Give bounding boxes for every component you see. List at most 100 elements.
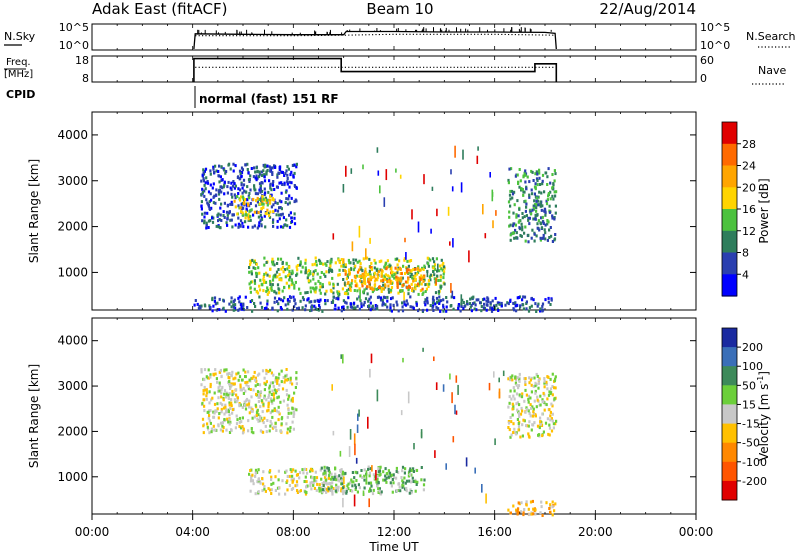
heatmap-cell: [278, 486, 281, 490]
heatmap-cell: [270, 399, 273, 403]
heatmap-cell: [228, 418, 231, 422]
heatmap-cell: [395, 476, 398, 480]
heatmap-cell: [206, 181, 210, 185]
heatmap-cell: [207, 416, 210, 420]
heatmap-cell: [243, 400, 246, 404]
heatmap-cell: [277, 171, 280, 175]
heatmap-cell: [294, 469, 297, 473]
heatmap-cell: [208, 431, 211, 435]
heatmap-cell: [260, 199, 263, 203]
heatmap-cell: [239, 388, 242, 392]
heatmap-cell: [384, 296, 387, 300]
heatmap-cell: [278, 412, 281, 416]
heatmap-cell: [203, 215, 206, 219]
heatmap-streak: [488, 382, 491, 391]
heatmap-cell: [285, 388, 288, 392]
heatmap-cell: [385, 261, 388, 265]
heatmap-cell: [260, 181, 263, 184]
heatmap-cell: [204, 167, 208, 171]
heatmap-cell: [228, 401, 231, 405]
heatmap-cell: [344, 300, 347, 304]
heatmap-cell: [356, 297, 359, 301]
heatmap-cell: [233, 382, 236, 386]
heatmap-streak: [400, 410, 403, 416]
heatmap-cell: [434, 268, 437, 271]
heatmap-cell: [547, 375, 550, 379]
heatmap-cell: [435, 305, 438, 309]
heatmap-cell: [533, 217, 537, 221]
velocity-heatmap: [200, 347, 558, 517]
heatmap-cell: [304, 291, 307, 295]
heatmap-cell: [259, 210, 262, 214]
y-tick-label: 4000: [57, 334, 88, 348]
heatmap-cell: [249, 300, 252, 304]
heatmap-cell: [283, 286, 286, 290]
heatmap-cell: [369, 295, 372, 299]
heatmap-cell: [334, 489, 337, 493]
heatmap-cell: [404, 272, 407, 275]
heatmap-cell: [291, 480, 294, 484]
heatmap-cell: [534, 414, 537, 418]
heatmap-cell: [222, 299, 225, 303]
heatmap-cell: [541, 514, 544, 517]
heatmap-cell: [259, 213, 262, 217]
heatmap-cell: [284, 470, 287, 474]
heatmap-cell: [254, 376, 257, 380]
heatmap-cell: [254, 267, 257, 270]
heatmap-cell: [250, 427, 253, 430]
heatmap-cell: [285, 169, 288, 173]
heatmap-cell: [325, 270, 328, 274]
heatmap-cell: [279, 257, 283, 261]
heatmap-streak: [451, 186, 454, 192]
velocity-colorbar-label: Velocity [m s-1]: [756, 371, 771, 461]
heatmap-cell: [379, 492, 383, 496]
heatmap-cell: [554, 194, 557, 198]
heatmap-cell: [507, 420, 510, 423]
heatmap-cell: [215, 308, 218, 312]
heatmap-cell: [254, 471, 257, 475]
heatmap-cell: [276, 173, 279, 177]
heatmap-cell: [331, 481, 334, 485]
heatmap-cell: [262, 169, 265, 173]
heatmap-cell: [356, 471, 359, 475]
heatmap-cell: [231, 225, 234, 229]
heatmap-cell: [259, 219, 262, 223]
heatmap-cell: [377, 467, 380, 471]
heatmap-cell: [206, 211, 209, 215]
heatmap-cell: [284, 492, 287, 496]
heatmap-cell: [524, 169, 527, 173]
heatmap-cell: [280, 181, 283, 185]
heatmap-cell: [550, 234, 553, 238]
heatmap-cell: [418, 268, 421, 272]
heatmap-cell: [202, 177, 205, 181]
heatmap-cell: [240, 183, 243, 187]
heatmap-cell: [221, 429, 224, 433]
heatmap-cell: [407, 292, 410, 296]
heatmap-cell: [530, 383, 533, 387]
heatmap-cell: [290, 220, 294, 223]
heatmap-cell: [295, 186, 298, 190]
heatmap-cell: [234, 205, 237, 209]
heatmap-cell: [264, 489, 267, 493]
heatmap-cell: [474, 303, 477, 307]
heatmap-cell: [286, 165, 289, 169]
heatmap-cell: [276, 283, 280, 287]
heatmap-cell: [414, 278, 417, 281]
heatmap-cell: [409, 295, 412, 299]
heatmap-cell: [532, 412, 536, 416]
heatmap-cell: [341, 287, 344, 291]
heatmap-cell: [399, 282, 402, 286]
heatmap-cell: [332, 295, 335, 299]
heatmap-cell: [324, 292, 327, 296]
heatmap-cell: [319, 285, 322, 289]
heatmap-streak: [451, 392, 453, 404]
heatmap-cell: [286, 479, 289, 483]
heatmap-cell: [210, 206, 213, 210]
heatmap-cell: [508, 401, 511, 405]
heatmap-cell: [284, 303, 287, 307]
heatmap-cell: [384, 478, 387, 482]
heatmap-cell: [445, 296, 448, 299]
heatmap-cell: [271, 220, 275, 224]
heatmap-cell: [274, 391, 278, 395]
